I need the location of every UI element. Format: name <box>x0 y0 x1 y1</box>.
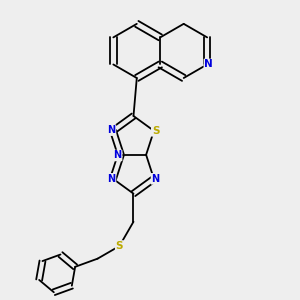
Text: N: N <box>152 174 160 184</box>
Text: N: N <box>107 125 116 135</box>
Text: N: N <box>107 174 116 184</box>
Text: S: S <box>116 241 123 251</box>
Text: N: N <box>204 59 213 70</box>
Text: N: N <box>113 151 122 160</box>
Text: S: S <box>152 126 159 136</box>
